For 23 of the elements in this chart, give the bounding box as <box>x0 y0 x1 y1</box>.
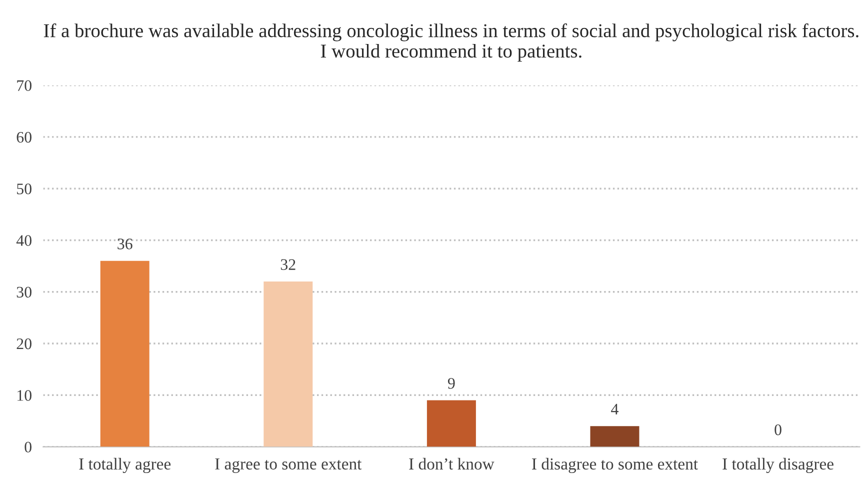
y-tick-label: 60 <box>16 132 32 143</box>
y-tick-label: 10 <box>18 390 32 401</box>
x-tick-label: I totally disagree <box>722 458 834 474</box>
y-tick-label: 30 <box>16 286 32 298</box>
data-label: 4 <box>611 404 618 414</box>
data-label: 0 <box>774 424 782 436</box>
data-label: 32 <box>280 259 296 270</box>
x-tick-label: I totally agree <box>79 458 171 474</box>
y-tick-label: 0 <box>24 442 32 452</box>
y-tick-label: 40 <box>16 235 32 246</box>
x-tick-label: I disagree to some extent <box>532 458 698 474</box>
x-tick-label: I agree to some extent <box>215 458 362 474</box>
bar <box>590 426 640 447</box>
chart-title: If a brochure was available addressing oncologic illness in terms of social and psychological risk factors. I would recommend it to patients. <box>44 23 858 62</box>
bar <box>100 260 150 447</box>
bar <box>264 282 313 447</box>
data-label: 9 <box>448 378 455 389</box>
y-tick-label: 50 <box>17 184 32 194</box>
data-label: 36 <box>118 238 132 250</box>
y-tick-label: 20 <box>16 338 32 350</box>
bar <box>426 400 476 447</box>
y-tick-label: 70 <box>17 80 32 92</box>
x-tick-label: I don’t know <box>409 458 494 470</box>
